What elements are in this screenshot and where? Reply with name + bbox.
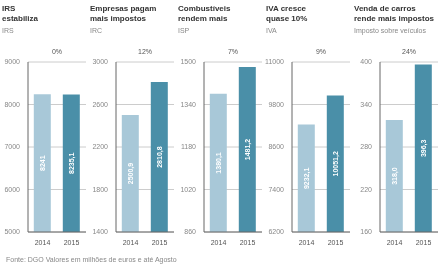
svg-text:1380,1: 1380,1	[215, 152, 223, 174]
svg-text:340: 340	[360, 101, 372, 108]
svg-text:7000: 7000	[8, 143, 20, 150]
svg-text:1180: 1180	[181, 143, 196, 150]
html-text:ISP: ISP	[178, 27, 190, 34]
svg-text:9000: 9000	[8, 58, 20, 65]
svg-text:2015: 2015	[416, 239, 432, 246]
svg-text:400: 400	[360, 58, 372, 65]
svg-text:1400: 1400	[92, 228, 108, 235]
html-text:IVA cresce quase 10%: IVA cresce quase 10%	[266, 4, 308, 23]
svg-text:8600: 8600	[268, 143, 284, 150]
svg-text:396,3: 396,3	[420, 139, 428, 157]
svg-text:6000: 6000	[8, 186, 20, 193]
svg-text:9800: 9800	[268, 101, 284, 108]
svg-text:2014: 2014	[123, 239, 139, 246]
svg-text:2015: 2015	[240, 239, 256, 246]
svg-text:2015: 2015	[64, 239, 80, 246]
html-text:12%: 12%	[138, 48, 152, 55]
svg-text:1800: 1800	[92, 186, 108, 193]
svg-text:1340: 1340	[180, 101, 196, 108]
html-text:Fonte: DGO Valores em milhões: Fonte: DGO Valores em milhões de euros e…	[6, 256, 177, 263]
html-text:IRC: IRC	[90, 27, 103, 34]
svg-text:2810,8: 2810,8	[156, 146, 164, 168]
html-text:9%: 9%	[315, 48, 327, 55]
svg-text:2014: 2014	[299, 239, 315, 246]
svg-text:2014: 2014	[211, 239, 227, 246]
html-text:Empresas pagam mais impostos: Empresas pagam mais impostos	[90, 4, 157, 23]
svg-text:6200: 6200	[268, 228, 284, 235]
html-text:IRS: IRS	[2, 27, 14, 34]
html-text:7%: 7%	[227, 48, 239, 55]
html-text:IRS estabiliza: IRS estabiliza	[2, 4, 38, 23]
svg-text:280: 280	[360, 143, 372, 150]
html-text:0%: 0%	[51, 48, 63, 55]
svg-text:2014: 2014	[35, 239, 51, 246]
svg-text:8235,1: 8235,1	[68, 152, 76, 174]
svg-text:2014: 2014	[387, 239, 403, 246]
svg-text:8000: 8000	[8, 101, 20, 108]
svg-text:318,0: 318,0	[391, 167, 399, 185]
svg-text:1481,2: 1481,2	[244, 139, 252, 161]
svg-text:2500,9: 2500,9	[127, 163, 135, 185]
svg-text:2200: 2200	[92, 143, 108, 150]
svg-text:8241: 8241	[39, 155, 46, 171]
svg-text:160: 160	[360, 228, 372, 235]
svg-text:3000: 3000	[92, 58, 108, 65]
svg-text:11000: 11000	[265, 58, 284, 65]
html-text:Venda de carros rende mais imp: Venda de carros rende mais impostos	[354, 4, 434, 23]
svg-text:2015: 2015	[152, 239, 168, 246]
html-text:Combustíveis rendem mais: Combustíveis rendem mais	[178, 4, 231, 23]
svg-text:1020: 1020	[180, 186, 196, 193]
html-text:24%: 24%	[402, 48, 416, 55]
html-text:Imposto sobre veículos: Imposto sobre veículos	[354, 27, 426, 34]
html-text:IVA: IVA	[266, 27, 277, 34]
svg-text:7400: 7400	[268, 186, 284, 193]
svg-text:9232,1: 9232,1	[303, 168, 311, 190]
svg-text:2600: 2600	[92, 101, 108, 108]
svg-text:10051,2: 10051,2	[332, 151, 340, 176]
svg-text:5000: 5000	[8, 228, 20, 235]
svg-text:2015: 2015	[328, 239, 344, 246]
svg-text:220: 220	[360, 186, 372, 193]
svg-text:1500: 1500	[180, 58, 196, 65]
svg-text:860: 860	[184, 228, 196, 235]
